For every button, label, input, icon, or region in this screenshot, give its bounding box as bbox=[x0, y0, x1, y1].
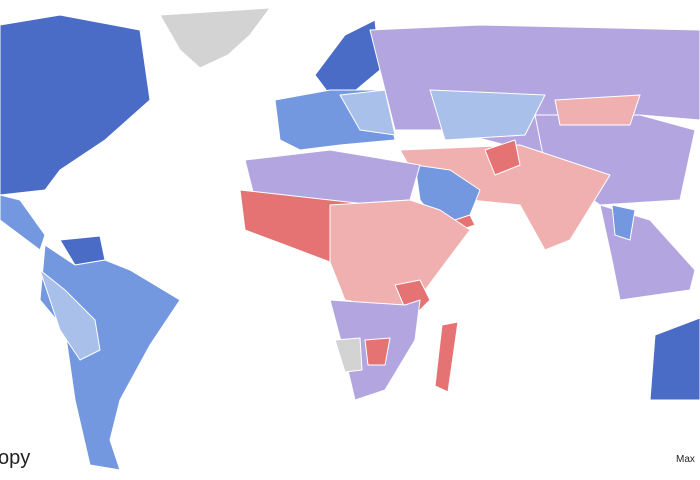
australia bbox=[649, 317, 700, 401]
footer-left: opy bbox=[0, 447, 30, 469]
afghanistan bbox=[484, 139, 521, 176]
east-europe bbox=[339, 89, 396, 136]
south-america bbox=[39, 244, 181, 471]
kazakhstan bbox=[429, 89, 546, 141]
mongolia bbox=[554, 94, 641, 126]
zambia bbox=[364, 337, 391, 366]
central-america bbox=[0, 194, 46, 251]
south-america-west bbox=[39, 269, 101, 361]
madagascar bbox=[434, 321, 459, 393]
thailand bbox=[611, 204, 636, 241]
north-america bbox=[0, 14, 151, 196]
angola bbox=[334, 337, 363, 373]
greenland bbox=[159, 7, 271, 69]
footer-right: Max bbox=[676, 454, 695, 465]
